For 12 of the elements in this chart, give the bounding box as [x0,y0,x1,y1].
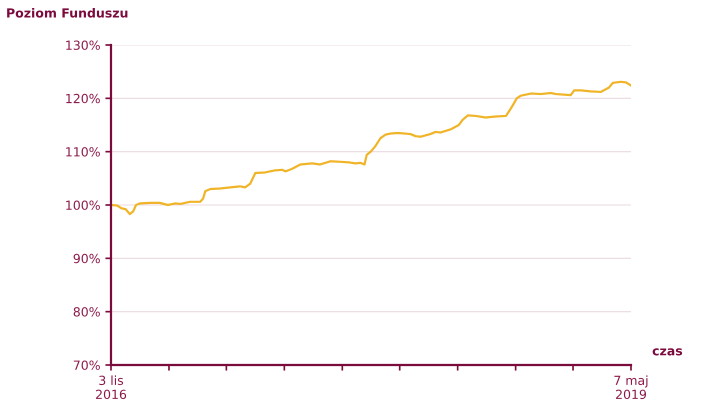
y-tick-label: 80% [74,307,100,317]
y-tick-label: 90% [74,254,100,264]
x-tick-label: 3 lis 2016 [96,375,126,400]
chart-title: Poziom Funduszu [7,8,128,18]
y-tick-label: 110% [66,147,100,157]
x-tick-label: 7 maj 2019 [614,375,648,400]
line-series [111,80,631,216]
y-tick-label: 70% [74,360,100,370]
x-axis-title: czas [652,348,682,356]
y-tick-label: 120% [66,94,100,104]
y-tick-label: 100% [66,200,100,210]
y-tick-label: 130% [66,40,100,50]
